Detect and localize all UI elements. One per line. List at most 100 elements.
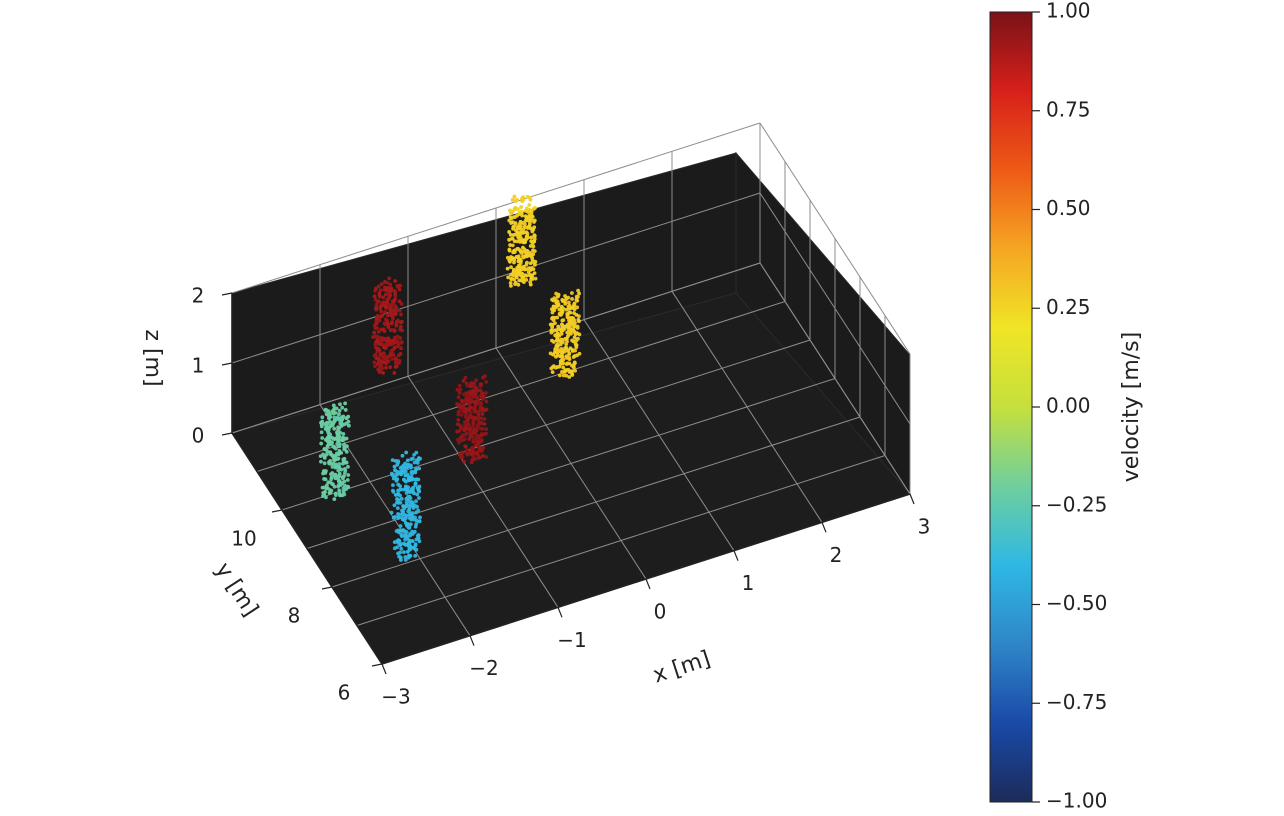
data-point xyxy=(524,273,529,278)
data-point xyxy=(396,497,401,502)
data-point xyxy=(398,352,403,356)
data-point xyxy=(567,361,572,366)
data-point xyxy=(561,365,566,370)
data-point xyxy=(532,218,537,223)
data-point xyxy=(412,460,417,465)
data-point xyxy=(392,298,397,303)
data-point xyxy=(468,410,473,415)
data-point xyxy=(392,464,397,469)
colorbar-tick-label: −0.25 xyxy=(1046,492,1107,516)
data-point xyxy=(463,421,468,425)
data-point xyxy=(408,533,413,538)
data-point xyxy=(565,312,570,316)
data-point xyxy=(325,421,330,426)
data-point xyxy=(340,405,345,410)
data-point xyxy=(375,326,380,330)
data-point xyxy=(375,362,380,366)
colorbar-tick-label: 0.75 xyxy=(1046,97,1091,121)
data-point xyxy=(472,428,477,432)
data-point xyxy=(574,338,579,343)
data-point xyxy=(396,512,401,517)
data-point xyxy=(510,198,515,202)
data-point xyxy=(387,276,392,281)
floor-gridline xyxy=(331,416,861,588)
data-point xyxy=(557,307,562,312)
data-point xyxy=(527,203,532,207)
data-point xyxy=(560,369,564,374)
data-point xyxy=(414,467,419,471)
data-point xyxy=(330,453,335,458)
data-point xyxy=(520,230,524,235)
data-point xyxy=(554,338,559,343)
data-point xyxy=(561,373,566,378)
data-point xyxy=(398,543,403,548)
data-point xyxy=(373,342,378,347)
point-clusters xyxy=(318,194,582,562)
data-point xyxy=(559,304,564,309)
data-point xyxy=(395,477,400,482)
data-point xyxy=(474,378,478,383)
data-point xyxy=(330,465,335,469)
data-point xyxy=(472,437,476,442)
data-point xyxy=(507,230,512,234)
data-point xyxy=(505,255,510,260)
data-point xyxy=(416,508,421,513)
data-point xyxy=(396,340,401,345)
data-point xyxy=(376,341,381,346)
data-point xyxy=(528,197,533,202)
x-tick-label: −3 xyxy=(381,685,410,709)
data-point xyxy=(569,322,574,327)
data-point xyxy=(471,394,476,399)
data-point xyxy=(455,422,460,426)
data-point xyxy=(533,262,537,267)
data-point xyxy=(378,288,383,293)
data-point xyxy=(388,305,393,310)
data-point xyxy=(548,351,553,356)
data-point xyxy=(326,409,331,414)
data-point xyxy=(551,340,556,344)
data-point xyxy=(375,347,380,351)
data-point xyxy=(413,543,418,548)
colorbar: 1.00 0.75 0.50 0.25 0.00 −0.25 −0.50 −0.75 −1.00… xyxy=(989,0,1144,813)
data-point xyxy=(568,329,573,334)
data-point xyxy=(564,345,569,350)
data-point xyxy=(340,417,344,422)
data-point xyxy=(377,299,381,304)
data-point xyxy=(468,405,473,410)
data-point xyxy=(456,409,461,414)
data-point xyxy=(338,483,343,487)
data-point xyxy=(575,326,580,330)
data-point xyxy=(397,358,401,363)
data-point xyxy=(475,409,480,414)
data-point xyxy=(509,265,513,270)
data-point xyxy=(530,260,535,264)
data-point xyxy=(512,258,516,263)
data-point xyxy=(381,327,386,331)
back-gridline xyxy=(231,262,761,434)
data-point xyxy=(399,496,404,501)
data-point xyxy=(476,416,481,421)
floor-gridline xyxy=(306,378,836,549)
data-point xyxy=(562,369,567,374)
data-point xyxy=(506,275,511,280)
data-point xyxy=(474,451,479,456)
data-point xyxy=(509,221,514,225)
data-point xyxy=(389,321,394,326)
data-point xyxy=(409,477,414,482)
data-point xyxy=(381,295,386,300)
data-point xyxy=(528,280,533,284)
floor-gridline xyxy=(256,301,786,472)
data-point xyxy=(393,279,398,283)
data-point xyxy=(374,302,379,307)
data-point xyxy=(384,342,389,347)
data-point xyxy=(521,197,526,202)
data-point xyxy=(384,288,388,293)
data-point xyxy=(321,491,326,495)
x-tick-label: −2 xyxy=(469,656,498,680)
data-point xyxy=(398,524,403,528)
data-point xyxy=(377,318,382,323)
data-point xyxy=(572,335,577,340)
data-point xyxy=(385,320,390,325)
data-point xyxy=(391,476,396,481)
point-cluster xyxy=(371,276,405,375)
